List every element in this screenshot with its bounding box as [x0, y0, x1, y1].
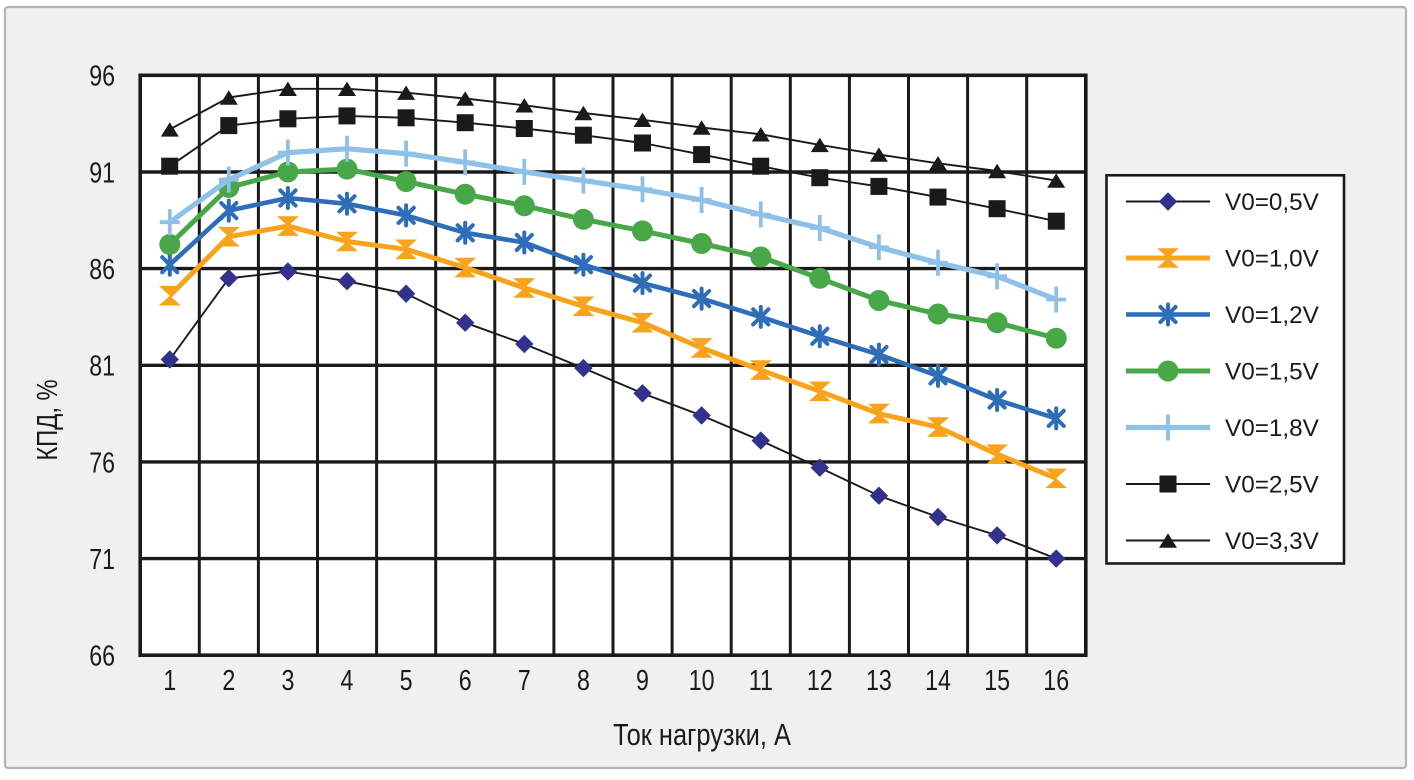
- svg-text:13: 13: [866, 663, 892, 696]
- svg-text:2: 2: [222, 663, 235, 696]
- svg-text:V0=1,8V: V0=1,8V: [1225, 415, 1320, 442]
- svg-text:7: 7: [518, 663, 531, 696]
- svg-text:V0=2,5V: V0=2,5V: [1225, 471, 1320, 498]
- svg-text:3: 3: [281, 663, 294, 696]
- svg-text:4: 4: [341, 663, 354, 696]
- svg-text:71: 71: [89, 542, 115, 575]
- svg-text:V0=3,3V: V0=3,3V: [1225, 528, 1320, 555]
- svg-text:11: 11: [749, 663, 773, 696]
- svg-text:10: 10: [689, 663, 715, 696]
- svg-text:15: 15: [984, 663, 1010, 696]
- svg-text:8: 8: [577, 663, 590, 696]
- svg-text:5: 5: [400, 663, 413, 696]
- svg-text:V0=1,0V: V0=1,0V: [1225, 245, 1320, 272]
- svg-text:V0=0,5V: V0=0,5V: [1225, 189, 1320, 216]
- svg-text:6: 6: [459, 663, 472, 696]
- svg-text:12: 12: [807, 663, 833, 696]
- svg-text:76: 76: [89, 446, 115, 479]
- svg-text:81: 81: [89, 349, 115, 382]
- svg-text:V0=1,5V: V0=1,5V: [1225, 358, 1320, 385]
- svg-text:66: 66: [89, 639, 115, 672]
- svg-text:86: 86: [89, 252, 115, 285]
- svg-text:1: 1: [163, 663, 176, 696]
- svg-text:V0=1,2V: V0=1,2V: [1225, 302, 1320, 329]
- svg-text:14: 14: [925, 663, 951, 696]
- svg-text:КПД, %: КПД, %: [31, 379, 64, 460]
- svg-text:16: 16: [1043, 663, 1069, 696]
- svg-text:9: 9: [636, 663, 649, 696]
- svg-text:91: 91: [89, 156, 115, 189]
- svg-text:Ток нагрузки, А: Ток нагрузки, А: [613, 718, 791, 753]
- svg-text:96: 96: [89, 59, 115, 92]
